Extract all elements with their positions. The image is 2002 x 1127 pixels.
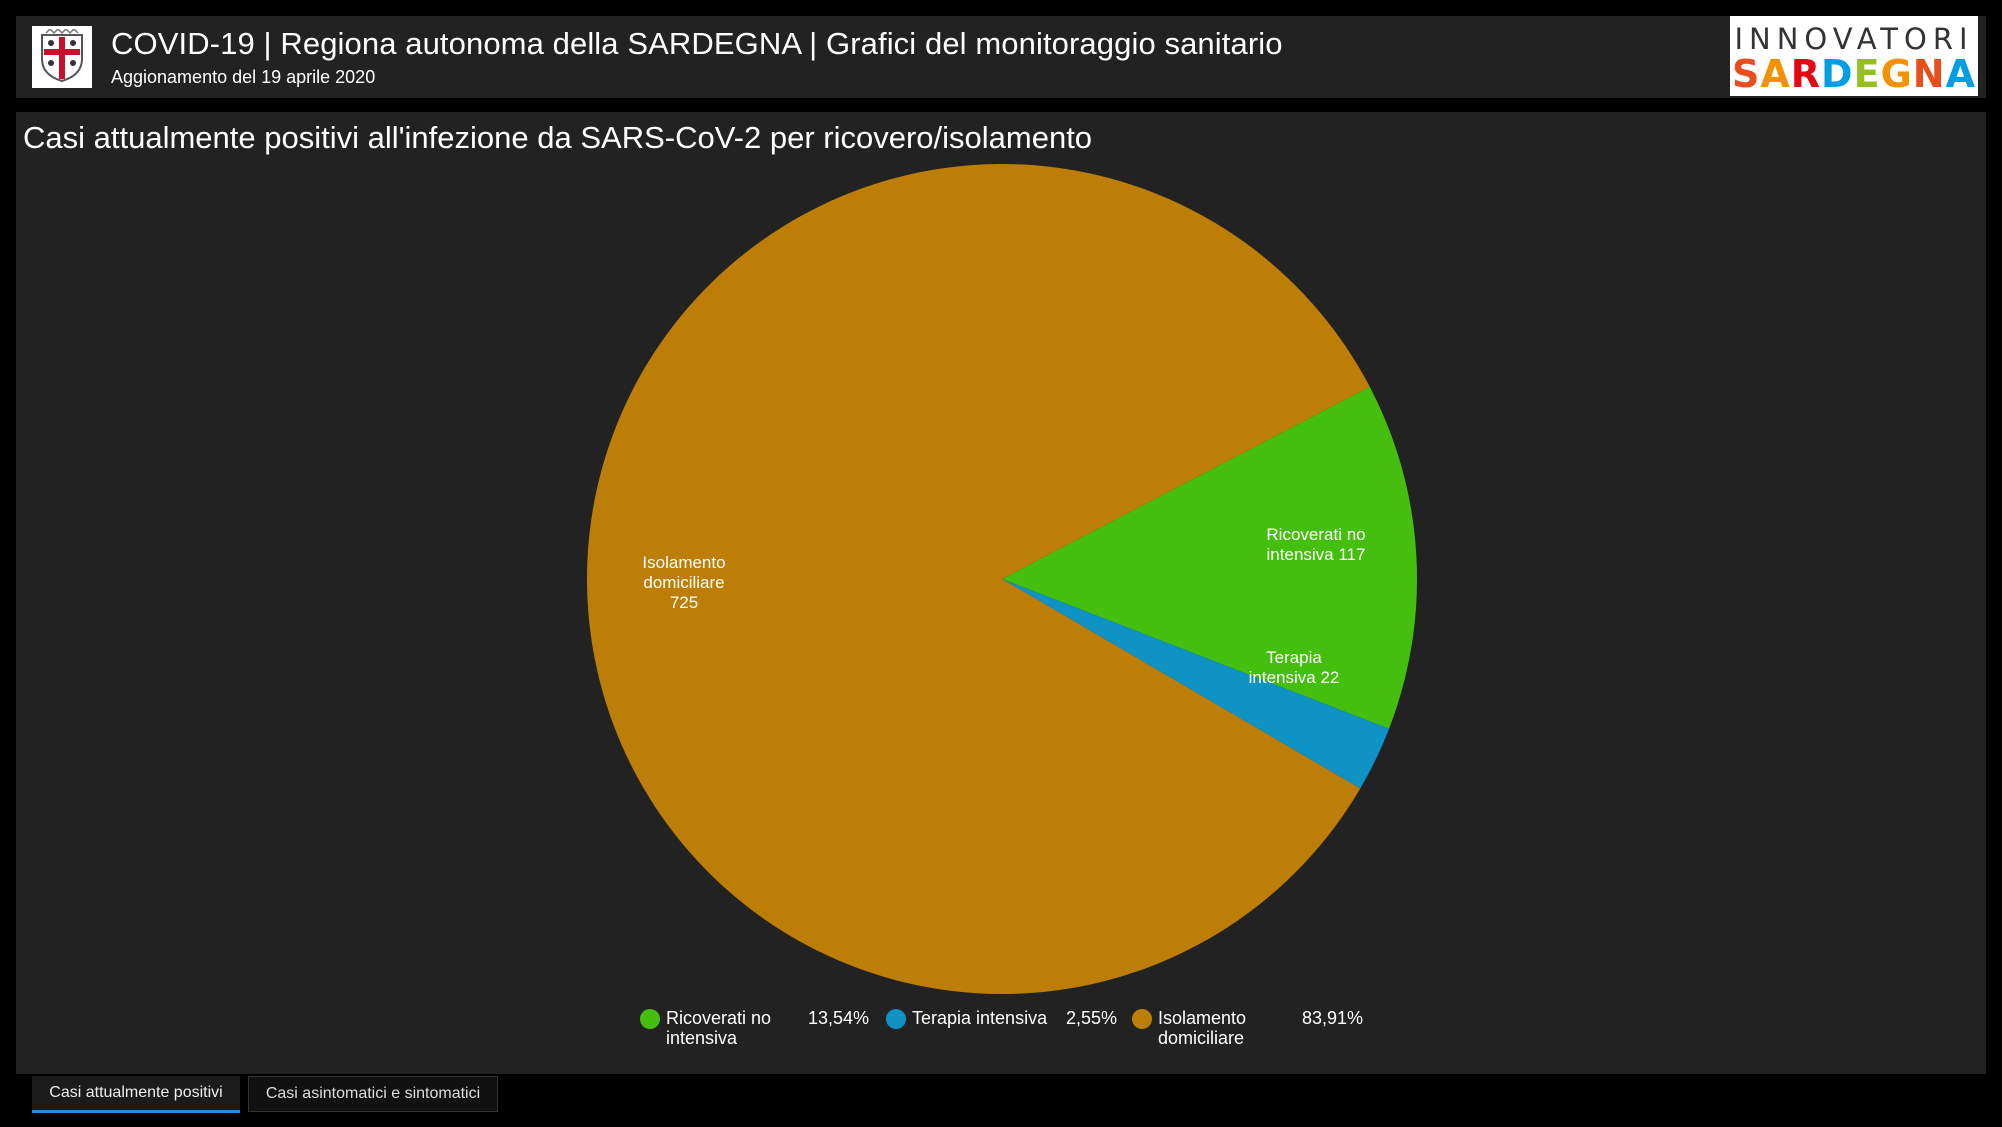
logo-line1: INNOVATORI xyxy=(1734,22,1974,56)
chart-legend: Ricoverati no intensiva 13,54% Terapia inte… xyxy=(16,1008,1986,1068)
legend-label: Terapia intensiva xyxy=(912,1008,1048,1028)
slice-label-0: Ricoverati no intensiva 117 xyxy=(1266,525,1365,564)
tab-casi-asintomatici-sintomatici[interactable]: Casi asintomatici e sintomatici xyxy=(248,1076,498,1112)
legend-percent: 83,91% xyxy=(1302,1008,1364,1028)
legend-item-2[interactable]: Isolamento domiciliare xyxy=(1132,1008,1246,1048)
legend-swatch xyxy=(886,1009,906,1029)
legend-item-0[interactable]: Ricoverati no intensiva xyxy=(640,1008,771,1048)
legend-swatch xyxy=(1132,1009,1152,1029)
sardinia-crest-icon xyxy=(32,26,92,88)
update-date: Aggionamento del 19 aprile 2020 xyxy=(111,67,376,87)
logo-line2: SARDEGNA xyxy=(1731,52,1976,96)
legend-percent: 13,54% xyxy=(808,1008,870,1028)
pie-chart: Ricoverati no intensiva 117 Terapia intensi… xyxy=(587,164,1418,995)
legend-item-1[interactable]: Terapia intensiva xyxy=(886,1008,1047,1029)
header-bar: COVID-19 | Regiona autonoma della SARDEG… xyxy=(16,16,1986,98)
legend-swatch xyxy=(640,1009,660,1029)
tab-casi-attualmente-positivi[interactable]: Casi attualmente positivi xyxy=(32,1076,240,1113)
legend-percent: 2,55% xyxy=(1066,1008,1118,1028)
chart-panel: Casi attualmente positivi all'infezione … xyxy=(16,112,1986,1074)
dashboard-title: COVID-19 | Regiona autonoma della SARDEG… xyxy=(111,26,1283,61)
slice-label-1: Terapia intensiva 22 xyxy=(1249,648,1340,687)
innovatori-sardegna-logo: INNOVATORI SARDEGNA xyxy=(1730,16,1978,96)
slice-label-2: Isolamento domiciliare 725 xyxy=(642,553,725,612)
legend-label: Ricoverati no intensiva xyxy=(666,1008,772,1048)
pie-slice-1[interactable] xyxy=(1002,579,1390,789)
chart-title: Casi attualmente positivi all'infezione … xyxy=(23,120,1093,155)
legend-label: Isolamento domiciliare xyxy=(1158,1008,1247,1048)
pie-slice-0[interactable] xyxy=(1002,386,1418,729)
pie-slice-2[interactable] xyxy=(587,164,1370,995)
